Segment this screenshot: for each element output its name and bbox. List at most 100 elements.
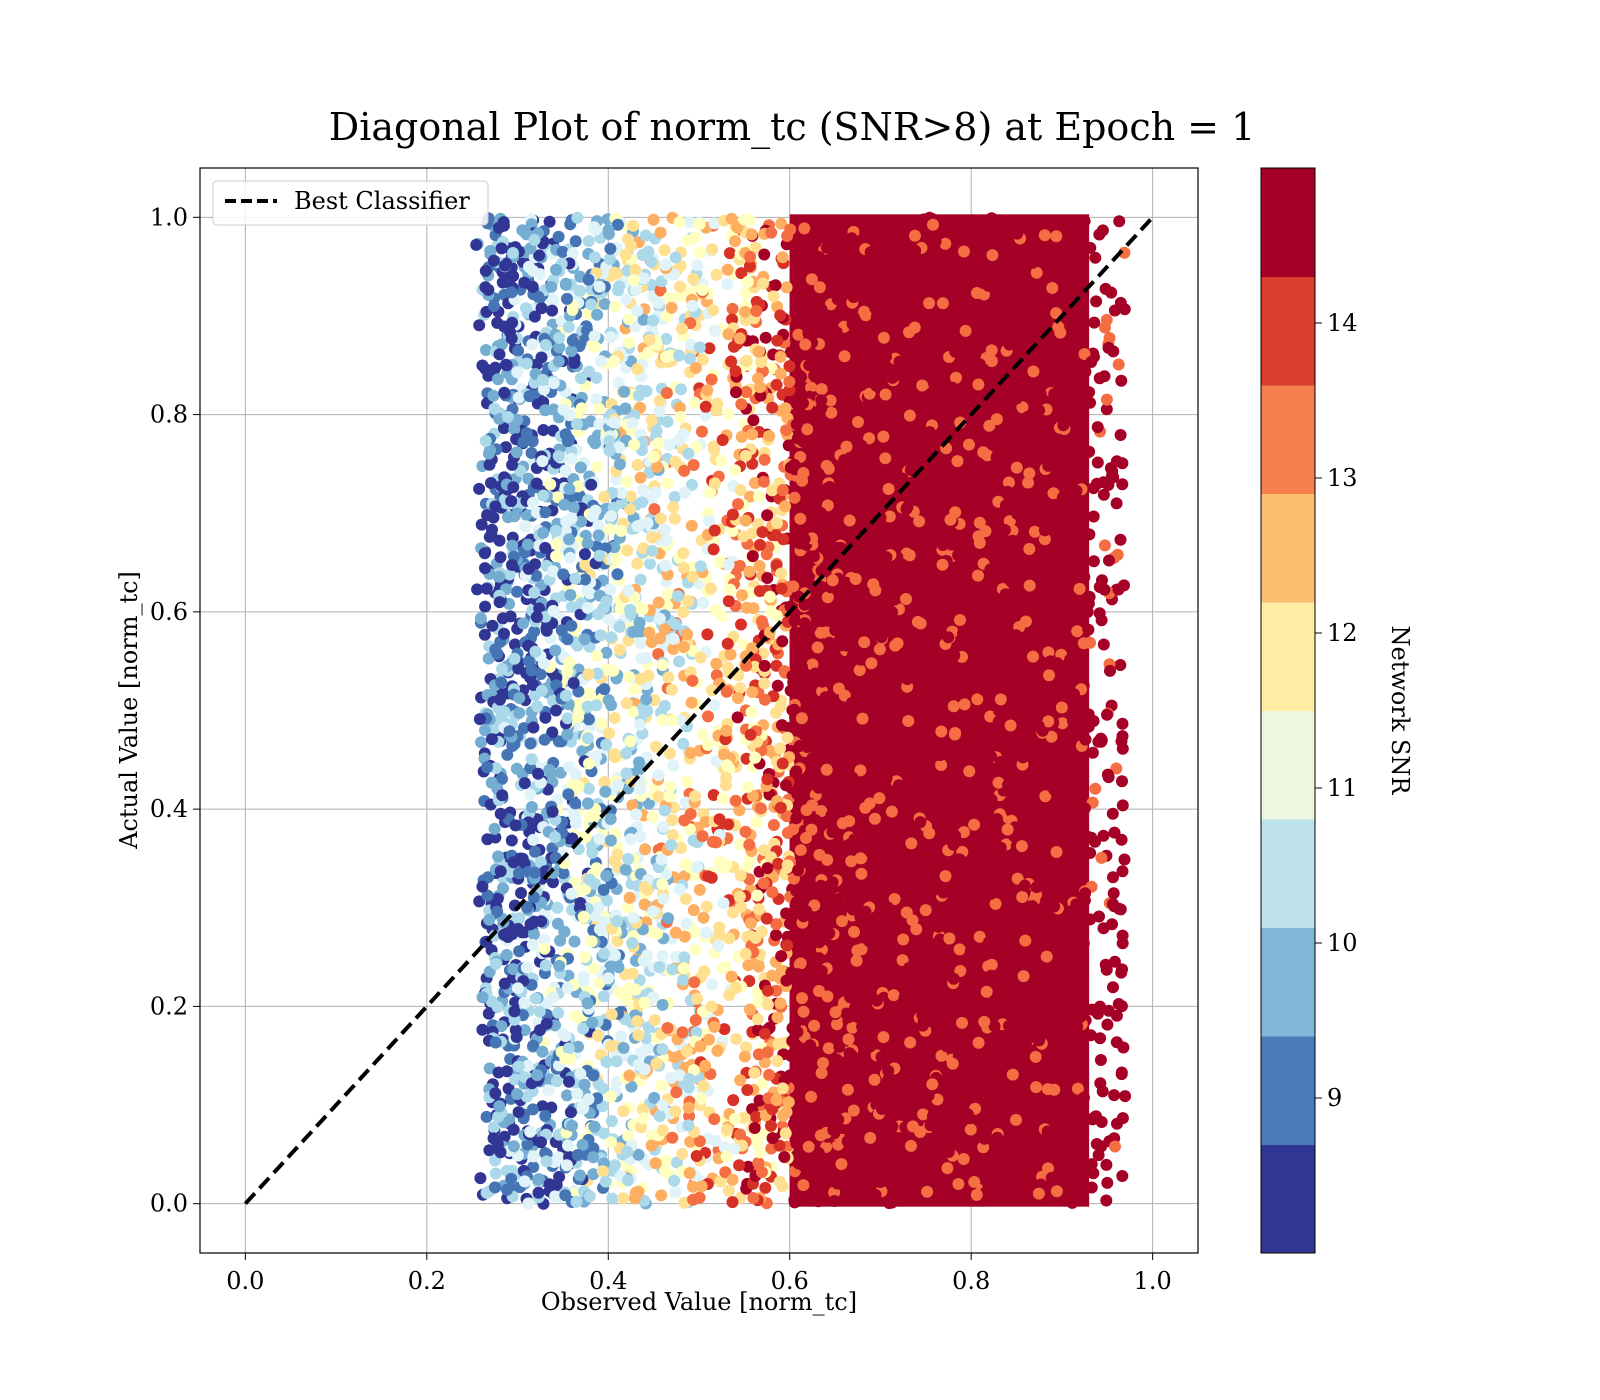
scatter-point xyxy=(528,928,540,941)
scatter-point xyxy=(805,273,818,286)
scatter-point xyxy=(658,244,671,257)
scatter-point xyxy=(1104,664,1116,677)
scatter-point xyxy=(506,316,519,329)
scatter-point xyxy=(676,322,688,335)
scatter-point xyxy=(594,355,607,368)
scatter-point xyxy=(1063,1051,1076,1064)
scatter-point xyxy=(877,430,890,443)
scatter-point xyxy=(1110,1009,1123,1022)
scatter-point xyxy=(997,443,1010,456)
scatter-point xyxy=(836,915,848,928)
scatter-point xyxy=(558,498,571,511)
scatter-point xyxy=(919,329,932,342)
scatter-point xyxy=(916,379,929,392)
scatter-point xyxy=(591,308,604,321)
scatter-point xyxy=(647,213,660,226)
scatter-point xyxy=(1036,581,1049,594)
scatter-point xyxy=(988,294,1001,307)
scatter-point xyxy=(499,441,512,454)
scatter-point xyxy=(520,961,533,974)
scatter-point xyxy=(951,913,964,926)
scatter-point xyxy=(706,243,719,256)
scatter-point xyxy=(1107,887,1120,900)
scatter-point xyxy=(949,1028,962,1041)
scatter-point xyxy=(797,1005,810,1018)
scatter-point xyxy=(845,232,858,245)
scatter-point xyxy=(932,920,945,933)
scatter-point xyxy=(1010,461,1023,474)
chart-title: Diagonal Plot of norm_tc (SNR>8) at Epoc… xyxy=(329,105,1256,150)
scatter-point xyxy=(637,313,650,326)
scatter-point xyxy=(941,1162,954,1175)
scatter-point xyxy=(808,762,821,775)
scatter-point xyxy=(726,525,739,537)
scatter-point xyxy=(609,300,622,313)
scatter-point xyxy=(678,814,691,827)
scatter-point xyxy=(538,733,551,746)
scatter-points xyxy=(470,211,1132,1210)
scatter-point xyxy=(847,1104,860,1117)
scatter-point xyxy=(1081,830,1094,843)
scatter-point xyxy=(808,1019,821,1032)
scatter-point xyxy=(978,483,991,496)
scatter-point xyxy=(949,867,962,880)
scatter-point xyxy=(747,789,759,802)
scatter-point xyxy=(689,790,701,803)
scatter-point xyxy=(656,998,669,1011)
scatter-point xyxy=(696,1005,709,1018)
scatter-point xyxy=(673,883,686,896)
scatter-point xyxy=(1047,1046,1060,1059)
scatter-point xyxy=(515,887,527,899)
scatter-point xyxy=(1042,715,1055,728)
scatter-point xyxy=(845,697,858,709)
scatter-point xyxy=(815,1067,828,1079)
scatter-point xyxy=(773,1139,786,1152)
scatter-point xyxy=(1016,891,1029,903)
scatter-point xyxy=(571,211,584,224)
scatter-point xyxy=(781,939,794,952)
scatter-point xyxy=(1056,1095,1069,1108)
scatter-point xyxy=(575,515,588,528)
scatter-point xyxy=(1056,491,1069,504)
scatter-point xyxy=(771,517,783,529)
scatter-point xyxy=(652,596,665,609)
scatter-point xyxy=(1111,1117,1123,1130)
scatter-point xyxy=(587,1168,600,1181)
scatter-point xyxy=(522,1197,535,1210)
scatter-point xyxy=(600,1056,613,1068)
scatter-point xyxy=(680,893,692,905)
scatter-point xyxy=(590,649,603,662)
scatter-point xyxy=(1114,533,1127,546)
scatter-point xyxy=(739,287,752,300)
scatter-point xyxy=(744,917,757,930)
scatter-point xyxy=(533,268,546,281)
scatter-point xyxy=(707,543,720,556)
scatter-point xyxy=(678,951,691,964)
scatter-point xyxy=(576,745,589,758)
scatter-point xyxy=(763,430,776,442)
scatter-point xyxy=(831,1177,844,1190)
scatter-point xyxy=(935,1049,948,1062)
scatter-point xyxy=(743,260,756,273)
scatter-point xyxy=(838,888,851,901)
scatter-point xyxy=(747,414,760,427)
scatter-point xyxy=(652,648,665,661)
scatter-point xyxy=(952,1178,965,1190)
scatter-point xyxy=(1063,344,1075,357)
scatter-point xyxy=(744,250,757,263)
scatter-point xyxy=(864,246,877,259)
scatter-point xyxy=(813,952,825,965)
scatter-point xyxy=(567,501,580,514)
scatter-point xyxy=(890,251,903,264)
scatter-point xyxy=(527,1039,540,1052)
scatter-point xyxy=(825,809,838,822)
scatter-point xyxy=(1034,379,1047,392)
scatter-point xyxy=(920,266,933,279)
scatter-point xyxy=(967,785,980,798)
scatter-point xyxy=(476,359,489,372)
scatter-point xyxy=(1057,419,1070,432)
scatter-point xyxy=(1072,518,1085,531)
scatter-point xyxy=(697,911,710,924)
scatter-point xyxy=(669,926,682,939)
scatter-point xyxy=(687,273,700,285)
